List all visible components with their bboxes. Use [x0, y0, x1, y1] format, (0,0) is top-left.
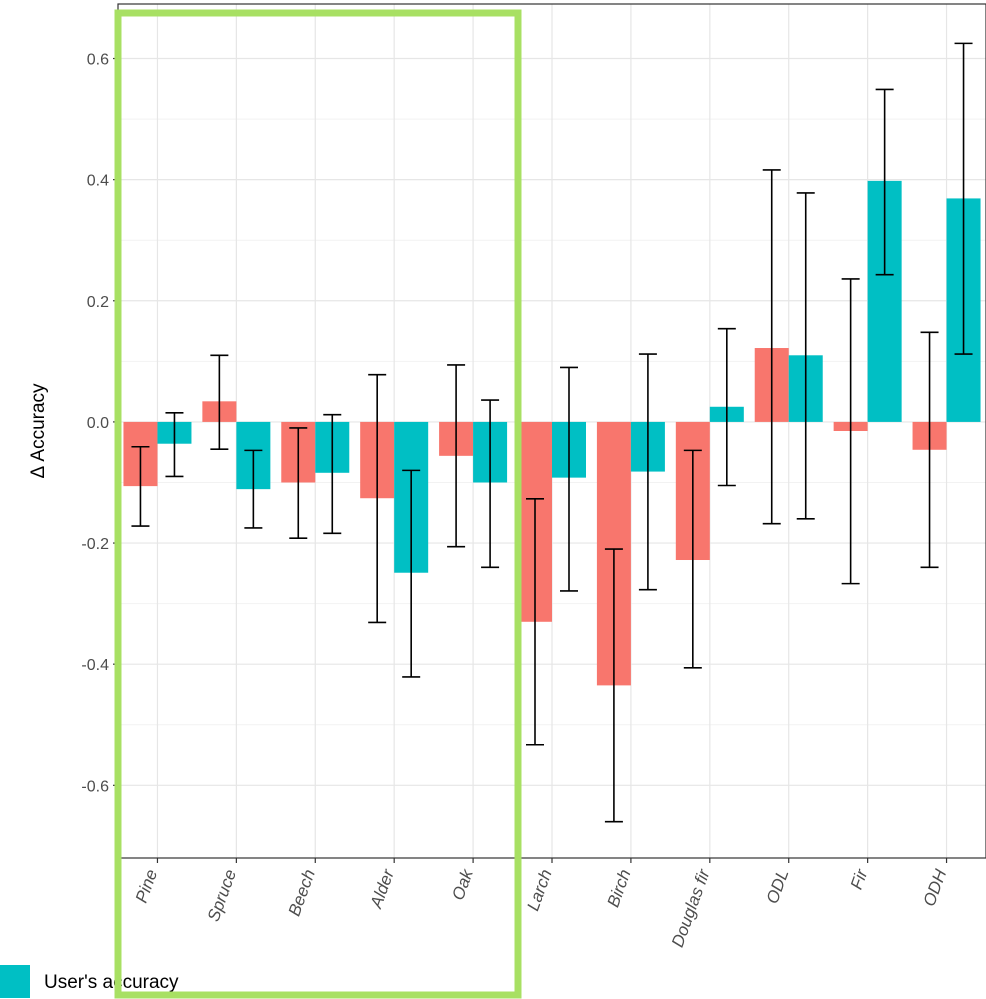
- y-axis-ticks: -0.6 -0.4 -0.2 0.0 0.2 0.4 0.6: [81, 52, 118, 795]
- x-tick-label: Spruce: [204, 867, 240, 924]
- legend-key-users-accuracy: [0, 965, 30, 998]
- x-tick-label: Douglas fir: [668, 866, 714, 950]
- bars: [123, 180, 981, 686]
- x-tick-label: Oak: [448, 865, 477, 902]
- y-tick-label: -0.2: [81, 536, 109, 553]
- x-tick-label: Beech: [285, 867, 319, 919]
- y-tick-label: 0.6: [87, 52, 109, 69]
- y-axis-title: Δ Accuracy: [28, 383, 49, 479]
- y-tick-label: -0.6: [81, 778, 109, 795]
- y-tick-label: 0.0: [87, 415, 109, 432]
- x-tick-label: Birch: [604, 867, 635, 910]
- x-tick-label: Larch: [523, 867, 555, 913]
- x-tick-label: ODL: [763, 867, 793, 906]
- x-tick-label: ODH: [920, 866, 951, 909]
- y-tick-label: -0.4: [81, 657, 109, 674]
- x-tick-label: Alder: [366, 866, 398, 912]
- y-tick-label: 0.4: [87, 173, 109, 190]
- x-axis-ticks: Pine Spruce Beech Alder Oak Larch Birch Douglas…: [132, 858, 951, 950]
- legend-label-users-accuracy: User's accuracy: [44, 972, 179, 993]
- highlight-box: [114, 9, 522, 999]
- x-tick-label: Fir: [847, 866, 872, 892]
- x-tick-label: Pine: [132, 867, 161, 905]
- y-tick-label: 0.2: [87, 294, 109, 311]
- error-bars: [131, 42, 973, 823]
- legend: User's accuracy: [0, 965, 179, 998]
